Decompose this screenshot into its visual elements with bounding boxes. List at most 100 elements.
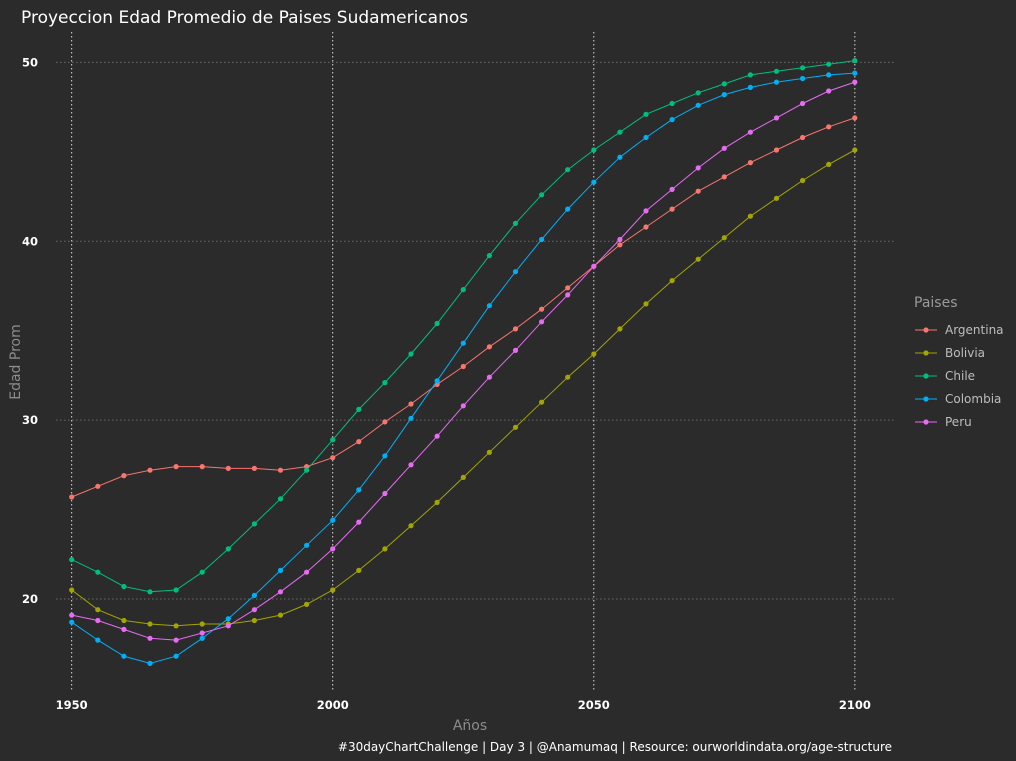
series-bolivia	[69, 147, 858, 629]
data-point	[486, 253, 492, 259]
data-point	[304, 601, 310, 608]
data-point	[95, 637, 101, 643]
data-point	[747, 160, 754, 166]
legend-label: Colombia	[945, 392, 1001, 406]
data-point	[69, 557, 75, 563]
legend-label: Peru	[945, 415, 972, 429]
series-peru	[69, 79, 858, 643]
data-point	[356, 439, 362, 445]
data-point	[173, 464, 179, 470]
data-point	[591, 147, 597, 153]
data-point	[539, 399, 545, 405]
data-point	[356, 567, 362, 574]
data-point	[852, 79, 858, 85]
data-point	[565, 285, 571, 291]
data-point	[147, 635, 153, 641]
series-line-peru	[71, 81, 855, 641]
data-point	[643, 224, 649, 230]
data-point	[747, 84, 754, 90]
data-point	[382, 453, 388, 459]
data-point	[408, 401, 414, 407]
data-point	[773, 79, 780, 85]
data-point	[695, 102, 701, 108]
data-point	[591, 351, 597, 357]
data-point	[199, 630, 205, 636]
legend-item-argentina: Argentina	[915, 323, 1004, 337]
data-point	[773, 195, 780, 201]
data-point	[617, 129, 623, 135]
data-point	[773, 68, 780, 74]
data-point	[539, 236, 545, 243]
data-point	[304, 569, 310, 575]
data-point	[669, 206, 675, 212]
data-point	[512, 220, 519, 226]
data-point	[95, 607, 101, 613]
data-point	[173, 653, 179, 659]
data-point	[773, 147, 780, 153]
data-point	[539, 306, 545, 312]
data-point	[173, 623, 179, 629]
data-point	[69, 619, 75, 625]
data-point	[251, 607, 257, 613]
data-point	[408, 415, 414, 421]
data-point	[304, 464, 310, 470]
data-point	[95, 569, 101, 575]
data-point	[591, 263, 597, 269]
legend-key-dot	[923, 396, 929, 402]
data-point	[147, 589, 153, 595]
data-point	[800, 65, 806, 71]
data-point	[147, 621, 153, 627]
data-point	[251, 521, 257, 527]
data-point	[486, 344, 492, 350]
data-point	[277, 496, 284, 502]
y-tick-label: 50	[22, 55, 38, 69]
data-point	[147, 660, 153, 667]
data-point	[695, 188, 701, 194]
x-tick-label: 2050	[578, 698, 610, 712]
data-point	[617, 242, 623, 248]
data-point	[251, 617, 257, 624]
data-point	[565, 374, 571, 380]
grid-lines	[56, 32, 894, 692]
data-point	[512, 269, 519, 275]
data-point	[304, 542, 310, 548]
legend-item-colombia: Colombia	[915, 392, 1001, 406]
data-point	[669, 117, 675, 123]
data-point	[408, 351, 414, 357]
data-point	[512, 424, 519, 430]
data-point	[486, 374, 492, 380]
data-point	[277, 467, 284, 473]
data-point	[617, 236, 623, 243]
data-point	[747, 72, 754, 78]
data-point	[800, 177, 806, 184]
data-point	[565, 206, 571, 212]
tick-labels: 20 30 40 50 1950 2000 2050 2100	[22, 55, 871, 712]
data-point	[225, 616, 231, 622]
data-point	[121, 583, 127, 590]
data-point	[277, 567, 284, 574]
data-point	[356, 487, 362, 493]
data-point	[460, 287, 466, 293]
data-point	[434, 433, 440, 439]
data-point	[225, 546, 231, 552]
data-point	[826, 88, 832, 94]
data-point	[669, 100, 675, 107]
data-point	[199, 635, 205, 641]
data-point	[826, 124, 832, 130]
data-point	[721, 174, 727, 180]
data-point	[669, 186, 675, 192]
data-point	[330, 587, 336, 593]
data-point	[800, 100, 806, 107]
data-point	[277, 589, 284, 595]
data-point	[121, 626, 127, 633]
data-point	[199, 621, 205, 627]
data-point	[695, 165, 701, 171]
legend-label: Bolivia	[945, 346, 985, 360]
x-tick-label: 2100	[839, 698, 871, 712]
data-point	[95, 617, 101, 624]
data-point	[330, 455, 336, 461]
data-point	[330, 517, 336, 523]
y-tick-label: 20	[22, 592, 38, 606]
series-line-argentina	[71, 117, 855, 498]
y-tick-label: 30	[22, 413, 38, 427]
